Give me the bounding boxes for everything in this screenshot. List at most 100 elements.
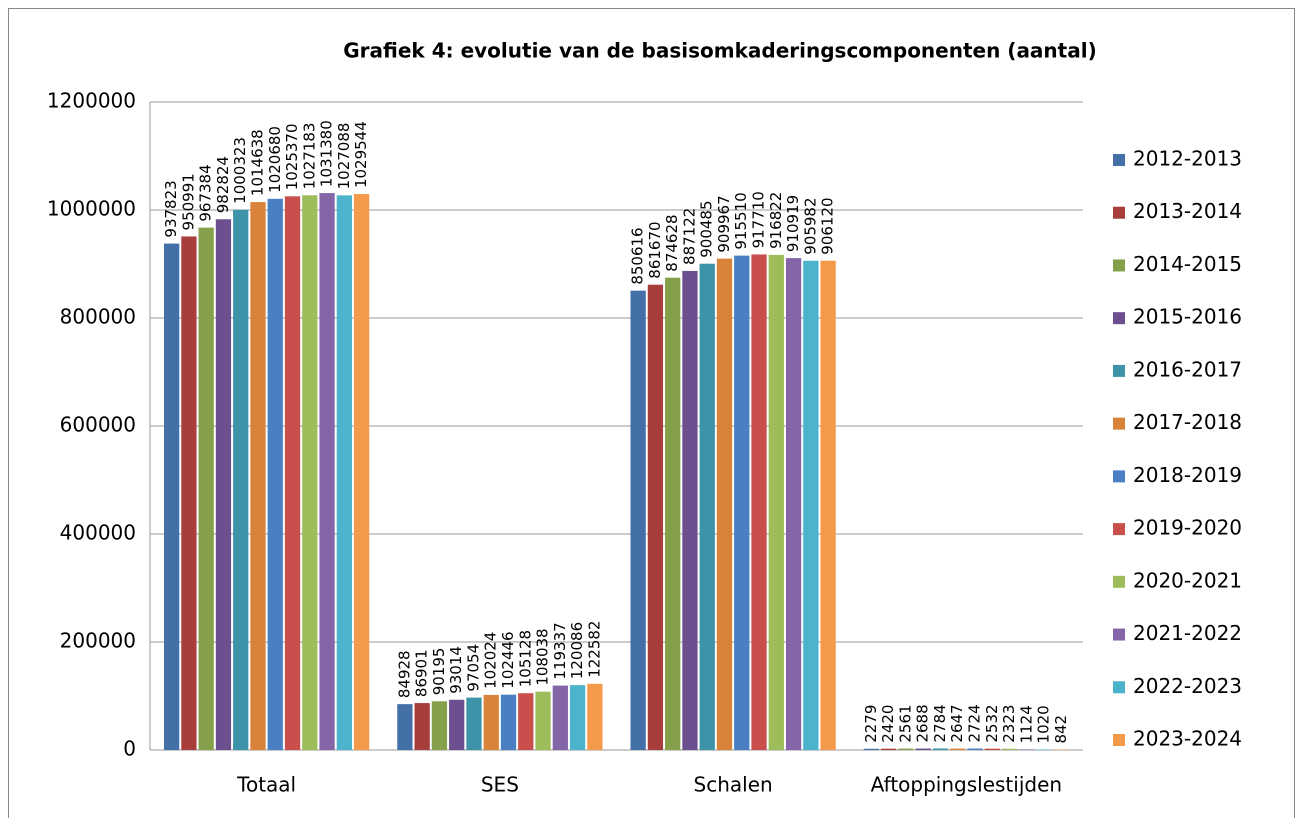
bar [803,260,819,750]
chart-title: Grafiek 4: evolutie van de basisomkaderi… [343,39,1096,63]
bar [1036,749,1052,750]
legend-swatch [1113,734,1125,746]
legend-swatch [1113,628,1125,641]
data-label: 105128 [516,630,534,687]
data-label: 2724 [966,704,984,742]
data-label: 2784 [931,704,949,742]
data-label: 93014 [447,646,465,694]
bar [302,195,318,751]
bar [233,209,249,751]
legend-label: 2022-2023 [1133,674,1242,698]
bar [898,748,914,750]
data-label: 861670 [646,221,664,278]
data-label: 915510 [732,192,750,249]
bar [336,195,352,750]
bar [319,193,335,750]
data-label: 887122 [680,208,698,265]
bar [181,236,197,751]
data-label: 1025370 [283,123,301,190]
bar [284,196,301,751]
data-label: 1031380 [318,120,336,187]
data-label: 102446 [499,631,517,688]
bar [734,255,750,750]
legend-swatch [1113,312,1125,325]
bar [932,748,949,750]
bar [535,691,551,750]
x-tick-label: Totaal [236,773,296,797]
bar [397,704,413,750]
bar [250,202,266,751]
bar [449,699,465,750]
data-label: 967384 [197,164,215,221]
bar [587,683,603,750]
bar [414,703,430,750]
y-tick-label: 800000 [60,305,136,329]
x-tick-label: SES [481,773,519,797]
y-tick-label: 400000 [60,521,136,545]
data-label: 108038 [534,628,552,685]
data-label: 909967 [715,195,733,252]
legend-swatch [1113,470,1125,483]
data-label: 1027183 [300,123,318,190]
bar [198,227,214,750]
data-label: 120086 [568,622,586,679]
bar [215,219,232,751]
data-label: 122582 [585,621,603,678]
data-label: 102024 [482,632,500,689]
bar [863,748,880,750]
bar [483,694,499,750]
y-tick-label: 0 [123,737,136,761]
data-label: 982824 [214,156,232,213]
x-tick-label: Schalen [694,773,773,797]
legend-swatch [1113,523,1125,536]
data-label: 2647 [948,704,966,742]
y-tick-label: 1200000 [47,89,136,113]
data-label: 842 [1052,715,1070,744]
legend-label: 2015-2016 [1133,305,1242,329]
bar [518,693,534,750]
legend-label: 2021-2022 [1133,621,1242,645]
data-label: 119337 [551,622,569,679]
data-label: 1124 [1017,705,1035,743]
data-label: 84928 [395,650,413,698]
legend-label: 2017-2018 [1133,410,1242,434]
data-label: 937823 [162,180,180,237]
legend-swatch [1113,154,1125,166]
bar [984,748,1000,750]
legend-label: 2019-2020 [1133,516,1242,540]
bar [569,685,586,750]
data-label: 906120 [819,197,837,254]
data-label: 2688 [914,704,932,742]
y-tick-label: 600000 [60,413,136,437]
bar [552,685,568,750]
data-label: 850616 [629,227,647,284]
bar [881,748,897,750]
data-label: 2279 [862,705,880,743]
legend-swatch [1113,681,1125,694]
data-label: 905982 [801,198,819,255]
data-label: 1014638 [248,129,266,196]
legend-label: 2020-2021 [1133,568,1242,592]
bar [1001,748,1018,750]
legend-swatch [1113,364,1125,377]
bar [751,254,767,751]
data-label: 2420 [879,705,897,743]
data-label: 1000323 [231,137,249,204]
bar [267,198,283,751]
bar [785,258,802,750]
data-label: 86901 [413,649,431,697]
data-label: 916822 [767,192,785,249]
data-label: 2323 [1000,705,1018,743]
data-label: 97054 [464,644,482,692]
legend-swatch [1113,259,1125,272]
data-label: 90195 [430,648,448,696]
bar [967,748,983,750]
legend-label: 2012-2013 [1133,147,1242,171]
legend-label: 2018-2019 [1133,463,1242,487]
data-label: 2532 [983,704,1001,742]
bar [500,694,517,750]
bar [716,258,733,750]
legend-swatch [1113,575,1125,588]
bar [647,284,664,750]
